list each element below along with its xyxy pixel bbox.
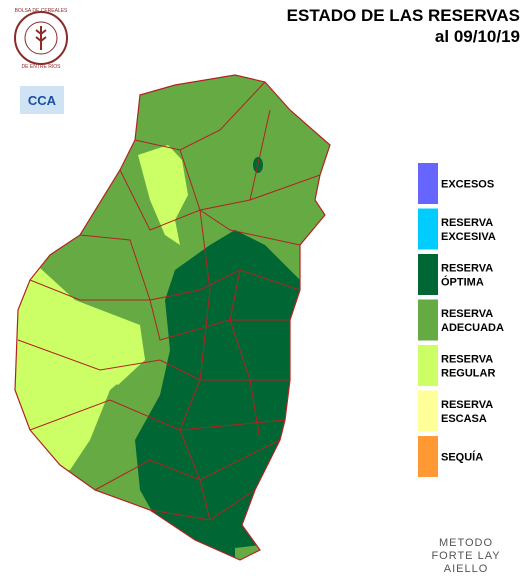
legend-label: RESERVA <box>441 354 493 366</box>
badge-bg <box>20 86 64 114</box>
zone-regular-west <box>15 260 145 470</box>
legend-swatch <box>418 390 438 432</box>
legend-label: RESERVA <box>441 399 493 411</box>
province-outline <box>14 74 331 561</box>
legend-label: ÓPTIMA <box>441 276 484 289</box>
legend-swatch <box>418 208 438 250</box>
badge-text: CCA <box>28 93 57 108</box>
logo-top: BOLSA DE CEREALES <box>15 8 68 14</box>
department-borders <box>17 81 321 521</box>
zone-regular-mid <box>85 322 145 385</box>
province-map <box>15 75 330 560</box>
logo-inner <box>24 21 58 55</box>
zone-regular-north <box>138 145 188 245</box>
method-line: METODO <box>439 537 493 549</box>
legend-label: ADECUADA <box>441 322 504 334</box>
legend-label: EXCESIVA <box>441 231 496 243</box>
logo: BOLSA DE CEREALES DE ENTRE RIOS CCA <box>14 8 68 114</box>
legend-label: REGULAR <box>441 368 495 380</box>
legend-swatch <box>418 299 438 341</box>
legend-swatch <box>418 254 438 295</box>
logo-bottom: DE ENTRE RIOS <box>22 64 62 70</box>
date: al 09/10/19 <box>435 27 520 46</box>
legend-swatch <box>418 163 438 204</box>
legend-label: RESERVA <box>441 263 493 275</box>
legend-label: SEQUÍA <box>441 451 483 464</box>
legend-label: RESERVA <box>441 217 493 229</box>
method-line: AIELLO <box>444 563 489 575</box>
legend-swatch <box>418 345 438 386</box>
legend: EXCESOSRESERVAEXCESIVARESERVAÓPTIMARESER… <box>418 163 504 477</box>
legend-label: RESERVA <box>441 308 493 320</box>
logo-wheat <box>35 26 47 50</box>
method-line: FORTE LAY <box>431 550 500 562</box>
legend-label: EXCESOS <box>441 179 494 191</box>
title: ESTADO DE LAS RESERVAS <box>287 6 520 25</box>
legend-swatch <box>418 436 438 477</box>
legend-label: ESCASA <box>441 413 487 425</box>
